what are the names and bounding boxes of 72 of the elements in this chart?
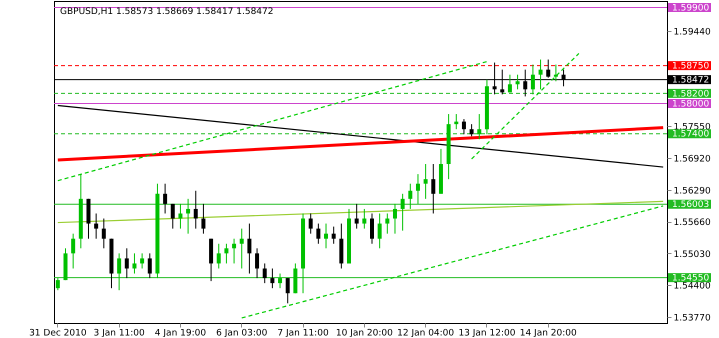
candlestick xyxy=(454,114,458,130)
x-tick-label: 31 Dec 2010 xyxy=(29,328,87,338)
candlestick xyxy=(424,164,428,200)
candlestick xyxy=(186,198,190,234)
y-tick-label: 1.59440 xyxy=(674,27,711,38)
candlestick xyxy=(470,124,474,137)
candlestick xyxy=(240,228,244,269)
candlestick xyxy=(170,203,175,230)
candlestick xyxy=(516,74,520,90)
x-tick-label: 3 Jan 11:00 xyxy=(94,328,146,338)
candlestick xyxy=(392,203,397,234)
x-tick-label: 4 Jan 19:00 xyxy=(154,328,206,338)
ref-line-label: 1.56003 xyxy=(672,200,710,210)
candlestick xyxy=(132,252,136,274)
candlestick xyxy=(538,59,543,90)
candlestick xyxy=(354,203,359,230)
candlestick xyxy=(270,268,274,289)
y-tick-label: 1.56290 xyxy=(674,186,711,196)
candlestick xyxy=(124,248,129,279)
candlestick xyxy=(316,223,320,244)
candlestick xyxy=(255,248,260,279)
candlestick xyxy=(324,223,328,249)
candlestick xyxy=(286,278,290,304)
candlestick xyxy=(71,233,76,269)
candlestick xyxy=(431,164,436,214)
candlestick xyxy=(278,273,282,289)
y-tick-label: 1.56920 xyxy=(674,154,711,164)
candlestick xyxy=(370,212,374,244)
candlestick xyxy=(224,243,228,264)
candlestick xyxy=(477,114,482,140)
y-tick-label: 1.53770 xyxy=(674,313,711,324)
y-tick-label: 1.55030 xyxy=(674,250,711,260)
ref-line-label: 1.58750 xyxy=(672,62,710,72)
candlestick xyxy=(554,64,558,82)
candlestick xyxy=(117,252,122,291)
candlestick xyxy=(385,212,390,234)
candlestick xyxy=(194,190,198,230)
candlestick xyxy=(201,203,206,234)
x-tick-label: 7 Jan 11:00 xyxy=(277,328,329,338)
candlestick xyxy=(94,212,98,240)
ref-line-label: 1.58000 xyxy=(672,99,710,110)
candlestick xyxy=(416,174,420,204)
candlestick xyxy=(362,208,366,230)
candlestick xyxy=(178,203,182,230)
x-tick-label: 14 Jan 20:00 xyxy=(520,328,577,338)
ref-line-label: 1.58472 xyxy=(672,76,710,86)
candlestick xyxy=(163,183,168,214)
candlestick xyxy=(400,193,405,232)
candlestick xyxy=(102,218,106,249)
ref-line-label: 1.58200 xyxy=(672,89,710,100)
candlestick xyxy=(332,226,336,244)
candlestick xyxy=(462,118,466,135)
candlestick xyxy=(56,278,60,291)
candlestick xyxy=(508,74,512,93)
candlestick xyxy=(232,238,236,264)
y-tick-label: 1.55660 xyxy=(674,218,711,228)
x-tick-label: 10 Jan 20:00 xyxy=(336,328,394,338)
candlestick xyxy=(247,223,252,274)
candlestick xyxy=(262,262,267,284)
candlestick xyxy=(140,252,144,269)
candlestick xyxy=(148,252,152,279)
x-tick-label: 6 Jan 03:00 xyxy=(216,328,268,338)
candlestick xyxy=(378,212,382,249)
y-tick-label: 1.54400 xyxy=(674,282,711,292)
ref-line-label: 1.59900 xyxy=(672,4,710,14)
candlestick xyxy=(308,212,313,234)
x-tick-label: 12 Jan 04:00 xyxy=(397,328,454,338)
candlestick xyxy=(216,243,221,269)
candlestick xyxy=(530,64,535,95)
text: GBPUSD,H1 1.58573 1.58669 1.58417 1.58472 xyxy=(60,7,274,17)
candlestick xyxy=(408,183,412,210)
x-tick-label: 13 Jan 12:00 xyxy=(458,328,516,338)
